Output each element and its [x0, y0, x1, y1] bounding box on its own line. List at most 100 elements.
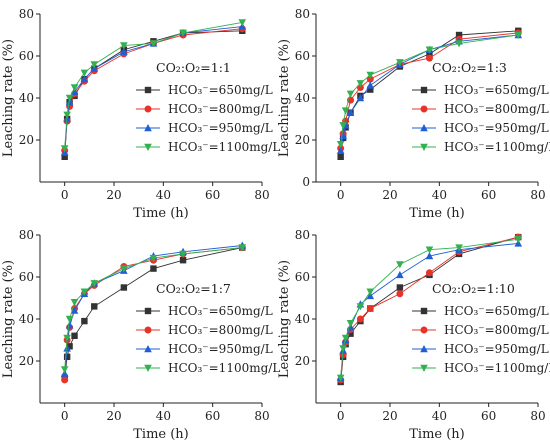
data-point: [60, 145, 69, 153]
data-point: [366, 81, 375, 89]
x-tick-label: 60: [205, 188, 220, 202]
data-point: [346, 320, 355, 328]
x-tick-label: 0: [337, 409, 345, 423]
legend-marker: [144, 86, 152, 94]
legend-marker: [144, 143, 152, 151]
data-point: [425, 46, 434, 54]
data-point: [120, 42, 128, 50]
data-point: [91, 303, 98, 310]
data-point: [425, 252, 434, 260]
y-axis-label: Leaching rate (%): [277, 260, 292, 378]
x-axis-label: Time (h): [133, 206, 189, 221]
data-point: [339, 122, 347, 130]
legend-marker: [144, 364, 152, 372]
y-tick-label: 20: [19, 354, 34, 368]
data-point: [396, 59, 404, 67]
data-point: [238, 19, 247, 27]
data-point: [514, 31, 523, 39]
y-tick-label: 60: [19, 270, 34, 284]
data-point: [341, 334, 350, 342]
legend-marker: [420, 105, 428, 113]
x-tick-label: 60: [481, 188, 496, 202]
data-point: [63, 344, 71, 352]
data-point: [366, 288, 375, 296]
legend-marker: [420, 307, 428, 315]
series-line: [64, 247, 243, 370]
x-tick-label: 60: [481, 409, 496, 423]
data-point: [346, 108, 355, 116]
chart-panel: 0 20 40 60 80 0 20 40 60 80 Time (h) Leaching rate …: [277, 7, 550, 221]
legend-marker: [420, 143, 428, 151]
legend-label: HCO₃⁻=650mg/L: [168, 304, 273, 318]
data-point: [70, 299, 79, 307]
x-tick-label: 40: [432, 188, 447, 202]
data-point: [70, 84, 79, 92]
data-point: [179, 29, 187, 37]
legend-label: HCO₃⁻=800mg/L: [444, 102, 549, 116]
series-line: [340, 34, 519, 151]
y-tick-label: 40: [19, 312, 34, 326]
data-point: [336, 374, 345, 382]
data-point: [71, 332, 78, 339]
y-tick-label: 80: [19, 228, 34, 242]
x-axis-label: Time (h): [409, 206, 465, 221]
data-point: [120, 284, 128, 291]
series-line: [340, 238, 519, 378]
x-tick-label: 0: [61, 409, 69, 423]
data-point: [339, 345, 347, 353]
legend-label: HCO₃⁻=650mg/L: [444, 304, 549, 318]
data-point: [90, 61, 99, 69]
data-point: [347, 330, 354, 337]
legend-label: HCO₃⁻=1100mg/L: [444, 361, 550, 375]
y-axis-label: Leaching rate (%): [277, 39, 292, 157]
data-point: [396, 261, 404, 269]
data-point: [455, 31, 463, 39]
data-point: [149, 254, 158, 263]
data-point: [61, 376, 69, 384]
x-tick-label: 0: [337, 188, 345, 202]
data-point: [60, 366, 69, 374]
data-point: [63, 111, 71, 119]
data-point: [120, 47, 128, 55]
legend-label: HCO₃⁻=650mg/L: [444, 83, 549, 97]
chart-panel: 0 20 40 60 80 20 40 60 80 Time (h) Leaching rate (…: [1, 228, 280, 442]
data-point: [366, 71, 375, 79]
chart-title: CO₂:O₂=1:10: [432, 281, 515, 296]
y-tick-label: 40: [295, 312, 310, 326]
data-point: [425, 246, 434, 254]
x-tick-label: 40: [432, 409, 447, 423]
legend-marker: [420, 326, 428, 334]
data-point: [425, 54, 433, 62]
data-point: [65, 321, 74, 329]
legend-marker: [420, 364, 428, 372]
x-tick-label: 40: [156, 188, 171, 202]
data-point: [63, 334, 71, 342]
data-point: [396, 284, 404, 291]
y-tick-label: 60: [295, 270, 310, 284]
x-tick-label: 60: [205, 409, 220, 423]
chart-title: CO₂:O₂=1:7: [156, 281, 231, 296]
data-point: [366, 75, 374, 83]
y-tick-label: 80: [295, 228, 310, 242]
data-point: [426, 50, 433, 58]
y-tick-label: 80: [19, 7, 34, 21]
data-point: [150, 265, 157, 272]
data-point: [179, 257, 187, 264]
series-line: [64, 21, 243, 149]
data-point: [356, 315, 364, 323]
chart-title: CO₂:O₂=1:3: [432, 60, 507, 75]
series-line: [340, 34, 519, 145]
data-point: [356, 80, 365, 88]
data-point: [455, 244, 463, 252]
x-tick-label: 80: [254, 188, 269, 202]
y-tick-label: 20: [19, 133, 34, 147]
data-point: [455, 40, 463, 48]
data-point: [337, 153, 344, 160]
legend-label: HCO₃⁻=950mg/L: [444, 121, 549, 135]
data-point: [179, 250, 187, 258]
x-tick-label: 20: [106, 409, 121, 423]
y-tick-label: 20: [295, 354, 310, 368]
legend-label: HCO₃⁻=950mg/L: [168, 121, 273, 135]
data-point: [61, 153, 68, 160]
data-point: [514, 236, 523, 244]
